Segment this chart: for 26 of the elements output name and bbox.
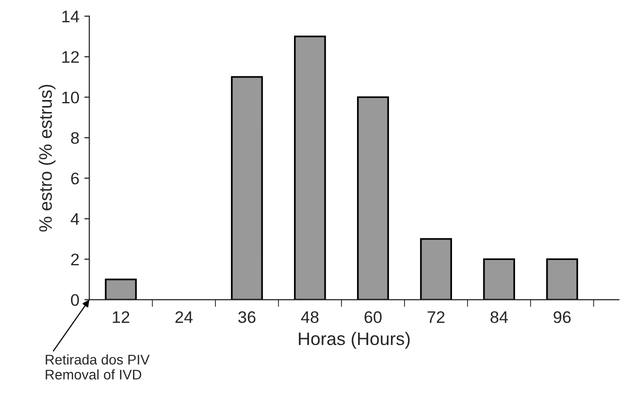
text: Retirada dos PIV Removal of IVD <box>46 354 150 380</box>
y-tick-label: 6 <box>71 172 79 184</box>
x-tick-label: 24 <box>175 311 193 323</box>
y-tick-label: 0 <box>70 294 79 306</box>
y-tick-label: 8 <box>71 132 79 144</box>
x-tick-label: 48 <box>301 311 319 324</box>
y-tick-label: 4 <box>70 213 80 225</box>
bar <box>357 96 389 300</box>
y-axis-title: % estro (% estrus) <box>38 84 56 232</box>
bar <box>104 278 137 300</box>
y-tick-label: 2 <box>71 254 79 266</box>
bar <box>294 36 326 300</box>
bar <box>546 258 578 300</box>
x-axis-title: Horas (Hours) <box>298 332 410 349</box>
x-tick-label: 60 <box>364 311 382 324</box>
bar <box>483 258 516 300</box>
bar <box>420 238 452 300</box>
x-tick-label: 36 <box>238 311 256 324</box>
x-tick-label: 96 <box>554 311 571 324</box>
bar <box>230 76 263 300</box>
y-tick-label: 14 <box>62 10 80 22</box>
y-tick-label: 12 <box>62 51 79 63</box>
x-tick-label: 72 <box>428 311 444 323</box>
x-tick-label: 12 <box>112 311 130 323</box>
x-tick-label: 84 <box>490 311 508 324</box>
y-tick-label: 10 <box>62 92 79 104</box>
